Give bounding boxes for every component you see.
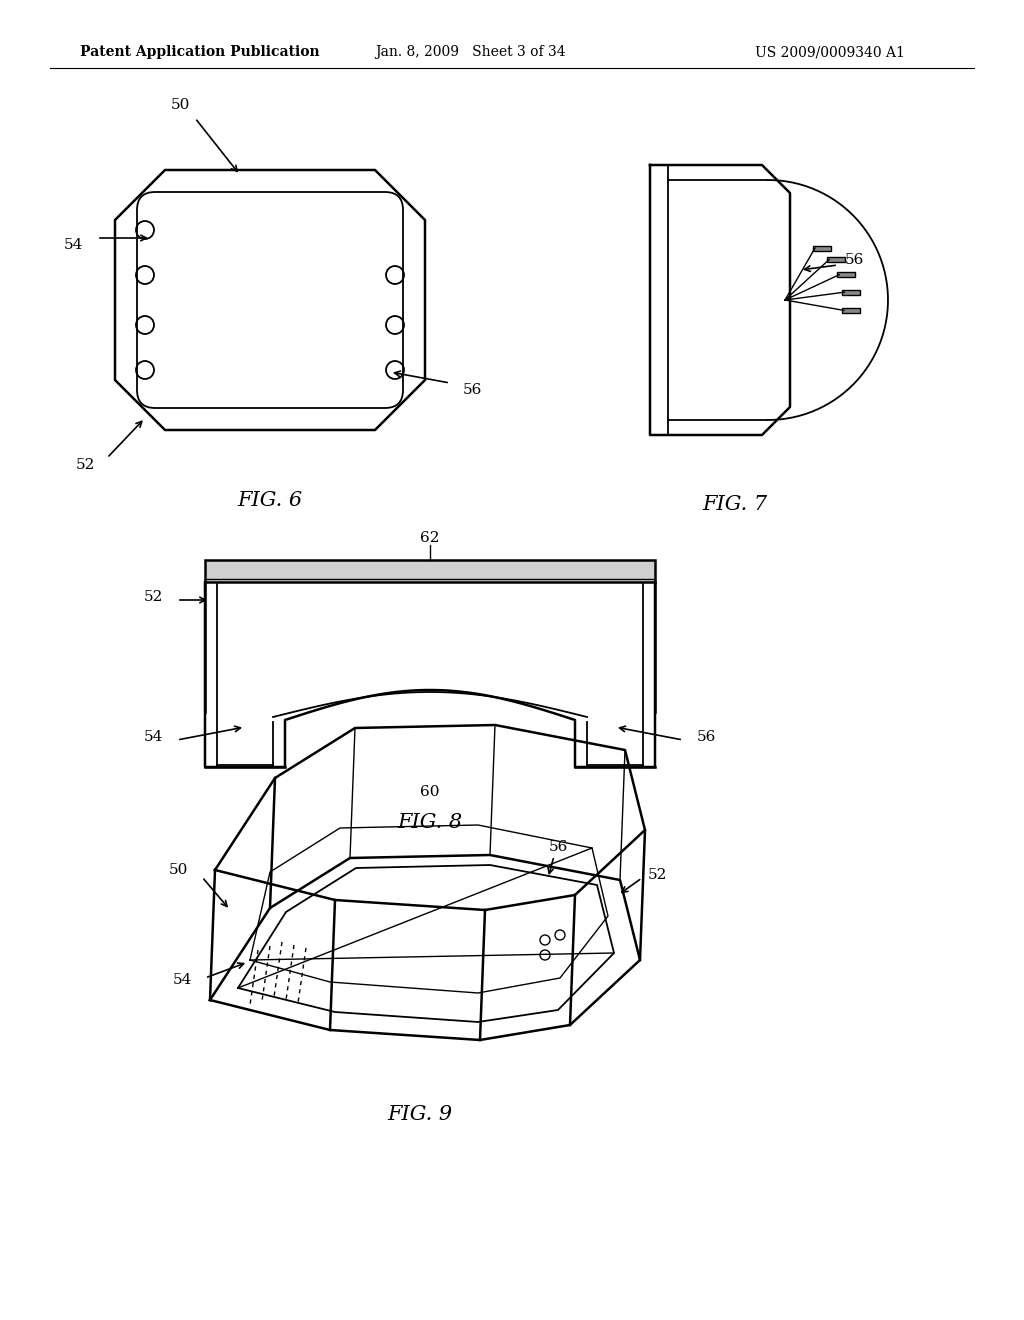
Text: 60: 60 (420, 785, 439, 799)
Text: 54: 54 (143, 730, 163, 744)
Text: Patent Application Publication: Patent Application Publication (80, 45, 319, 59)
Bar (205, 560, 655, 582)
Bar (838, 272, 855, 277)
Text: 62: 62 (420, 531, 439, 545)
Bar (843, 289, 860, 294)
Text: 56: 56 (548, 840, 567, 854)
Text: 52: 52 (143, 590, 163, 605)
Text: US 2009/0009340 A1: US 2009/0009340 A1 (755, 45, 905, 59)
Bar (842, 308, 860, 313)
Text: 52: 52 (76, 458, 95, 473)
Text: 56: 56 (845, 253, 864, 267)
Text: FIG. 7: FIG. 7 (702, 495, 768, 515)
Text: 56: 56 (463, 383, 482, 397)
Text: 50: 50 (169, 863, 188, 876)
Text: 54: 54 (173, 973, 193, 987)
Bar (827, 257, 845, 261)
Text: 56: 56 (697, 730, 717, 744)
Text: FIG. 9: FIG. 9 (387, 1106, 453, 1125)
Text: FIG. 8: FIG. 8 (397, 813, 463, 832)
Text: 54: 54 (63, 238, 83, 252)
Text: 52: 52 (648, 869, 668, 882)
Text: Jan. 8, 2009   Sheet 3 of 34: Jan. 8, 2009 Sheet 3 of 34 (375, 45, 565, 59)
Text: 50: 50 (170, 98, 189, 112)
Text: FIG. 6: FIG. 6 (238, 491, 302, 510)
Bar (813, 246, 831, 251)
